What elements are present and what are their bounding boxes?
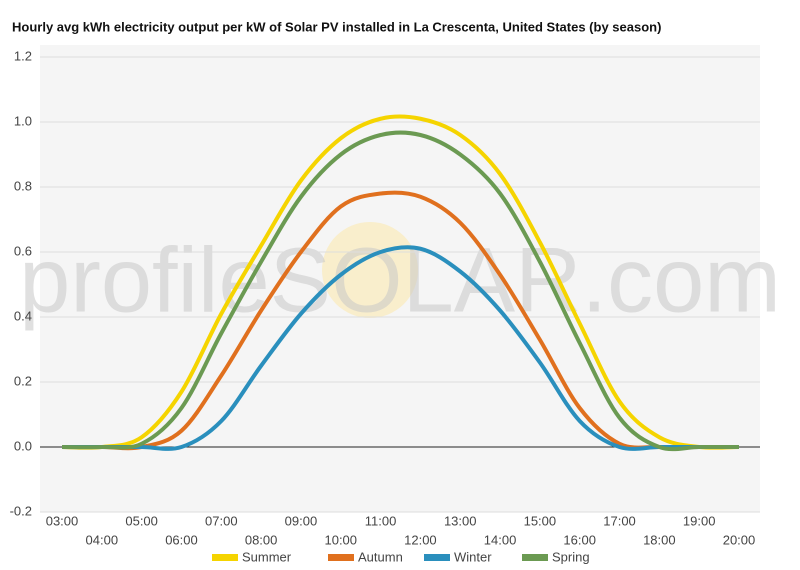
x-tick-label: 04:00: [86, 532, 119, 547]
x-tick-label: 15:00: [524, 513, 557, 528]
x-tick-label: 03:00: [46, 513, 79, 528]
legend-label: Autumn: [358, 549, 403, 564]
legend-swatch: [328, 554, 354, 561]
series-line: [61, 114, 740, 450]
series-line: [62, 245, 739, 451]
x-tick-label: 14:00: [484, 532, 517, 547]
x-tick-label: 19:00: [683, 513, 716, 528]
x-tick-label: 10:00: [324, 532, 357, 547]
x-tick-label: 06:00: [165, 532, 198, 547]
legend-label: Winter: [454, 549, 492, 564]
y-tick-label: 0.6: [14, 243, 32, 258]
legend-swatch: [522, 554, 548, 561]
x-tick-label: 16:00: [563, 532, 596, 547]
y-tick-label: 1.0: [14, 113, 32, 128]
x-tick-label: 18:00: [643, 532, 676, 547]
y-tick-label: 0.8: [14, 178, 32, 193]
legend-swatch: [212, 554, 238, 561]
x-tick-label: 08:00: [245, 532, 278, 547]
x-tick-label: 17:00: [603, 513, 636, 528]
series-line: [62, 190, 739, 451]
x-tick-label: 13:00: [444, 513, 477, 528]
y-tick-label: 0.4: [14, 308, 32, 323]
series-line: [61, 130, 739, 452]
watermark-sun: [322, 222, 418, 318]
x-tick-label: 12:00: [404, 532, 437, 547]
legend-swatch: [424, 554, 450, 561]
legend-label: Spring: [552, 549, 590, 564]
x-tick-label: 20:00: [723, 532, 756, 547]
x-tick-label: 11:00: [365, 513, 397, 528]
x-tick-label: 07:00: [205, 513, 238, 528]
legend-label: Summer: [242, 549, 292, 564]
y-tick-label: 0.2: [14, 373, 32, 388]
watermark: profileSOLAR.com: [19, 229, 781, 331]
y-tick-label: 1.2: [14, 48, 32, 63]
chart-title: Hourly avg kWh electricity output per kW…: [12, 19, 661, 34]
x-tick-label: 09:00: [285, 513, 318, 528]
x-tick-label: 05:00: [125, 513, 158, 528]
y-tick-label: 0.0: [14, 438, 32, 453]
y-tick-label: -0.2: [10, 503, 32, 518]
